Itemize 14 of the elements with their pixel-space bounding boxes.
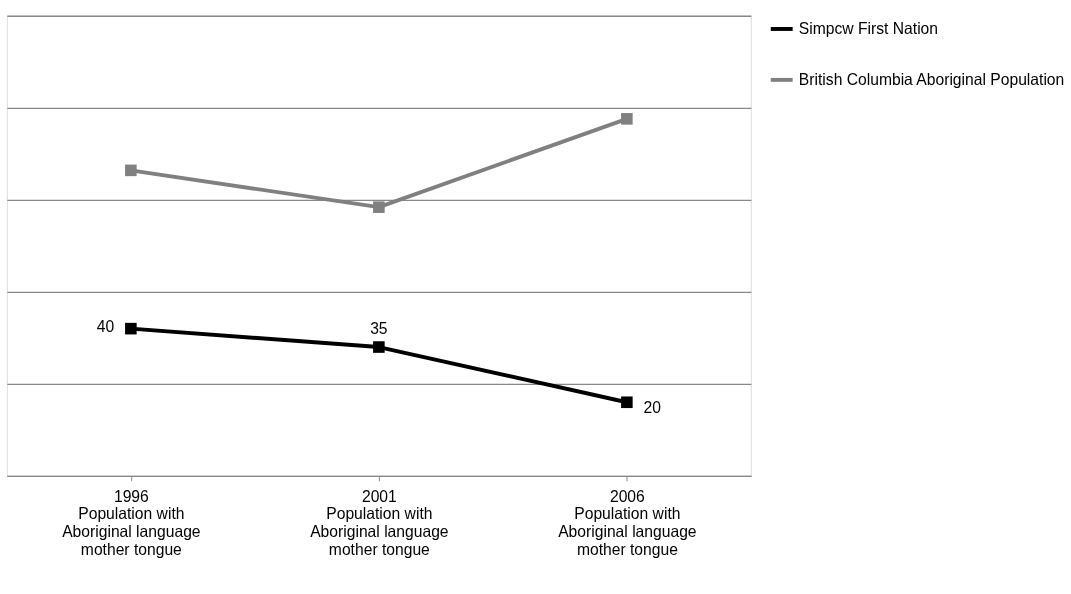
point xyxy=(125,322,137,335)
point xyxy=(621,396,633,409)
point xyxy=(373,341,385,353)
point xyxy=(621,113,633,125)
point xyxy=(125,164,137,177)
legend-label: British Columbia Aboriginal Population xyxy=(798,70,1065,88)
x-tick-label: 2006 Population with Aboriginal language mother tongue xyxy=(558,487,697,558)
x-tick-label: 2001 Population with Aboriginal language mother tongue xyxy=(310,487,449,558)
legend-label: Simpcw First Nation xyxy=(798,19,939,37)
x-tick-label: 1996 Population with Aboriginal language mother tongue xyxy=(62,487,201,558)
data-label: 20 xyxy=(643,399,662,417)
data-label: 35 xyxy=(370,320,388,338)
data-label: 40 xyxy=(96,317,115,335)
point xyxy=(373,201,385,213)
